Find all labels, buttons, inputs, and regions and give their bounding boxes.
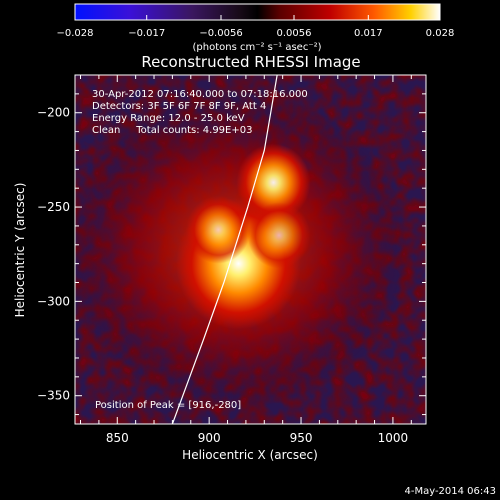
x-tick-label: 900 xyxy=(198,431,221,445)
annotation-time: 30-Apr-2012 07:16:40.000 to 07:18:16.000 xyxy=(92,89,308,100)
plot-frame xyxy=(74,74,427,425)
x-axis-label: Heliocentric X (arcsec) xyxy=(182,448,318,462)
y-axis-label: Heliocentric Y (arcsec) xyxy=(13,183,27,318)
annotation-clean: Clean Total counts: 4.99E+03 xyxy=(92,125,252,136)
colorbar-tick-label: 0.028 xyxy=(426,28,455,39)
colorbar-tick-label: −0.017 xyxy=(128,28,165,39)
chart-title: Reconstructed RHESSI Image xyxy=(141,53,360,71)
emission-source xyxy=(247,202,311,269)
colorbar: −0.028 −0.017 −0.0056 0.0056 0.017 0.028 (pho… xyxy=(56,3,455,53)
annotation-energy: Energy Range: 12.0 - 25.0 keV xyxy=(92,113,245,124)
footer-date: 4-May-2014 06:43 xyxy=(404,486,496,497)
y-tick-label: −350 xyxy=(37,389,70,403)
peak-position-label: Position of Peak = [916,-280] xyxy=(95,400,241,411)
y-tick-label: −200 xyxy=(37,106,70,120)
colorbar-unit: (photons cm⁻² s⁻¹ asec⁻²) xyxy=(192,42,321,53)
x-tick-label: 850 xyxy=(106,431,129,445)
limb-line xyxy=(171,75,278,424)
x-tick-label: 950 xyxy=(290,431,313,445)
colorbar-tick-label: −0.028 xyxy=(56,28,93,39)
colorbar-tick-label: 0.0056 xyxy=(277,28,312,39)
emission-source xyxy=(186,195,251,264)
colorbar-tick-label: −0.0056 xyxy=(199,28,242,39)
y-tick-label: −300 xyxy=(37,294,70,308)
colorbar-tick-label: 0.017 xyxy=(354,28,383,39)
emission-source xyxy=(236,143,311,222)
plot-area: 850 900 950 1000 −350 −300 −250 −200 30-Apr-201… xyxy=(37,74,427,445)
x-tick-label: 1000 xyxy=(378,431,409,445)
colorbar-bar xyxy=(74,3,441,21)
y-tick-label: −250 xyxy=(37,200,70,214)
annotation-detectors: Detectors: 3F 5F 6F 7F 8F 9F, Att 4 xyxy=(92,101,266,112)
